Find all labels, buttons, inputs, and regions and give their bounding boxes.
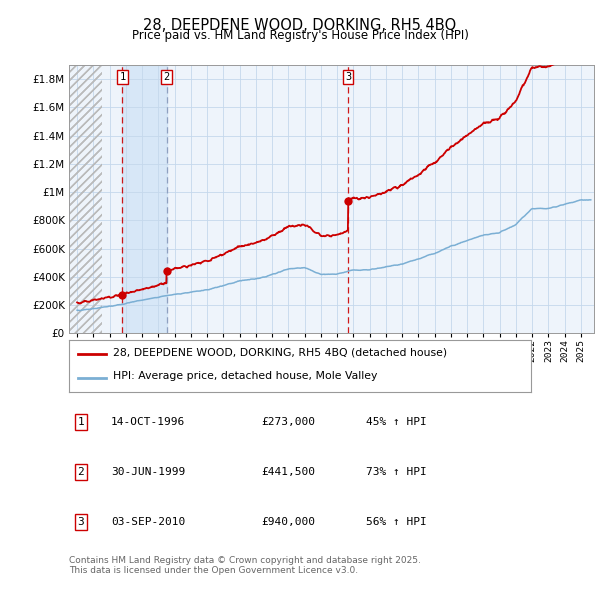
Bar — [69, 65, 101, 333]
Text: 73% ↑ HPI: 73% ↑ HPI — [366, 467, 427, 477]
Text: 56% ↑ HPI: 56% ↑ HPI — [366, 517, 427, 527]
Text: 30-JUN-1999: 30-JUN-1999 — [111, 467, 185, 477]
Text: 45% ↑ HPI: 45% ↑ HPI — [366, 417, 427, 427]
Text: Price paid vs. HM Land Registry's House Price Index (HPI): Price paid vs. HM Land Registry's House … — [131, 30, 469, 42]
Text: 28, DEEPDENE WOOD, DORKING, RH5 4BQ: 28, DEEPDENE WOOD, DORKING, RH5 4BQ — [143, 18, 457, 32]
Text: £940,000: £940,000 — [261, 517, 315, 527]
Text: 28, DEEPDENE WOOD, DORKING, RH5 4BQ (detached house): 28, DEEPDENE WOOD, DORKING, RH5 4BQ (det… — [113, 347, 447, 357]
Text: 14-OCT-1996: 14-OCT-1996 — [111, 417, 185, 427]
Text: £441,500: £441,500 — [261, 467, 315, 477]
Text: 2: 2 — [163, 71, 170, 81]
Text: £273,000: £273,000 — [261, 417, 315, 427]
Text: 03-SEP-2010: 03-SEP-2010 — [111, 517, 185, 527]
Text: 3: 3 — [345, 71, 351, 81]
Bar — [122, 65, 167, 333]
Text: 1: 1 — [77, 417, 85, 427]
Text: 1: 1 — [119, 71, 125, 81]
Text: 3: 3 — [77, 517, 85, 527]
Text: 2: 2 — [77, 467, 85, 477]
Text: Contains HM Land Registry data © Crown copyright and database right 2025.
This d: Contains HM Land Registry data © Crown c… — [69, 556, 421, 575]
Text: HPI: Average price, detached house, Mole Valley: HPI: Average price, detached house, Mole… — [113, 371, 377, 381]
Bar — [69, 65, 101, 333]
